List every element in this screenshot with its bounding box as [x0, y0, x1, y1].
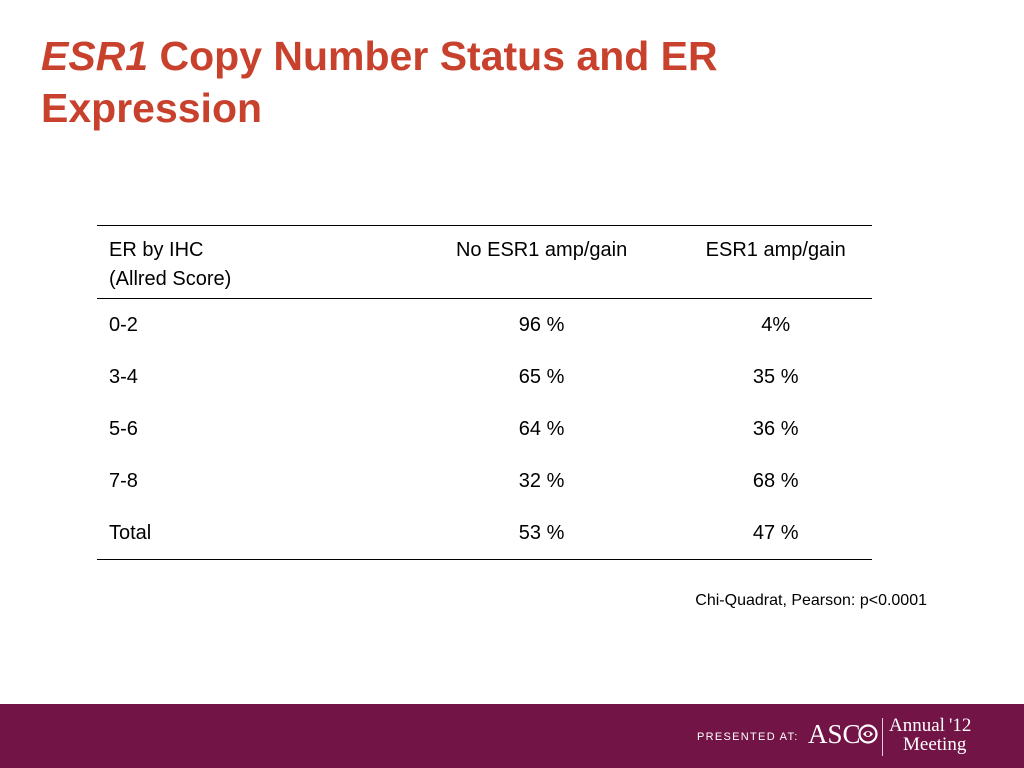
cell-amp: 47 % [752, 521, 799, 544]
presented-at-label: PRESENTED AT: [697, 731, 799, 743]
table-row: 5-6 64 % 36 % [97, 403, 872, 455]
meeting-label: Meeting [903, 734, 967, 755]
year-label: '12 [949, 715, 972, 736]
row-label: 3-4 [109, 365, 138, 388]
cell-amp: 35 % [752, 365, 799, 388]
row-label: 0-2 [109, 313, 138, 336]
table-header-row: ER by IHC (Allred Score) No ESR1 amp/gai… [97, 225, 872, 299]
table-row: 7-8 32 % 68 % [97, 455, 872, 507]
asco-logo-text: ASC [808, 719, 861, 749]
cell-amp: 36 % [752, 417, 799, 440]
slide-title: ESR1 Copy Number Status and ER Expressio… [41, 30, 941, 134]
cell-no-amp: 65 % [518, 365, 565, 388]
cell-no-amp: 96 % [518, 313, 565, 336]
table-row: 0-2 96 % 4% [97, 299, 872, 352]
row-label: Total [109, 521, 152, 544]
header-label-line2: (Allred Score) [109, 268, 232, 290]
asco-logo-icon [858, 724, 878, 744]
table-row: 3-4 65 % 35 % [97, 351, 872, 403]
annual-label: Annual [889, 715, 945, 736]
footer-bar: PRESENTED AT: ASC Annual '12 Meeting [0, 704, 1024, 768]
header-no-amp: No ESR1 amp/gain [455, 239, 628, 261]
footer-divider [882, 718, 883, 756]
cell-no-amp: 32 % [518, 469, 565, 492]
title-text: Copy Number Status and ER Expression [41, 33, 718, 131]
results-table: ER by IHC (Allred Score) No ESR1 amp/gai… [97, 225, 872, 560]
cell-amp: 4% [761, 313, 791, 336]
cell-amp: 68 % [752, 469, 799, 492]
statistics-note: Chi-Quadrat, Pearson: p<0.0001 [695, 592, 927, 609]
row-label: 7-8 [109, 469, 138, 492]
header-amp: ESR1 amp/gain [705, 239, 846, 261]
cell-no-amp: 53 % [518, 521, 565, 544]
row-label: 5-6 [109, 417, 138, 440]
table-row: Total 53 % 47 % [97, 507, 872, 560]
cell-no-amp: 64 % [518, 417, 565, 440]
header-er-by-ihc: ER by IHC (Allred Score) [97, 226, 404, 299]
results-table-container: ER by IHC (Allred Score) No ESR1 amp/gai… [97, 225, 872, 560]
title-gene-name: ESR1 [41, 33, 149, 79]
header-label-line1: ER by IHC [109, 239, 204, 261]
